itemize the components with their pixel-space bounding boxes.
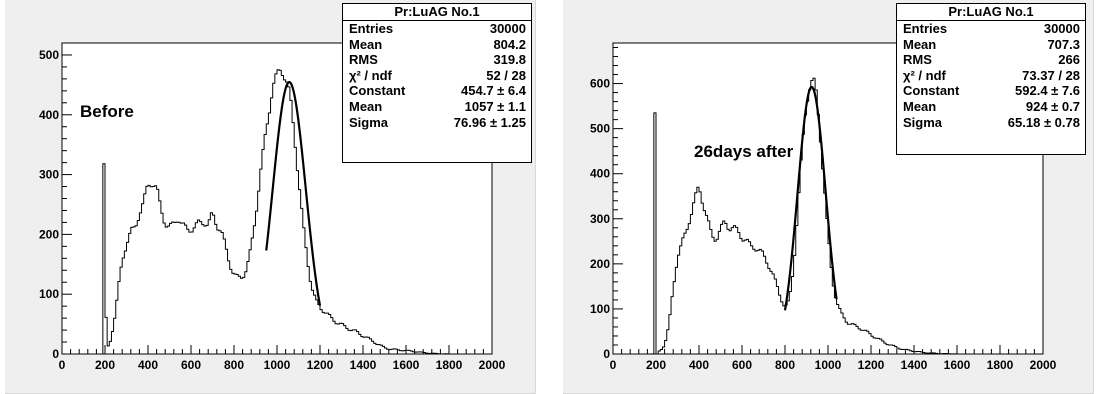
x-tick-label: 1200 (858, 358, 885, 372)
x-tick-label: 800 (775, 358, 795, 372)
y-tick-label: 100 (590, 302, 610, 316)
stats-box-before: Pr:LuAG No.1 Entries 30000 Mean 804.2 RMS 3… (342, 3, 532, 163)
stats-row-chi2: χ² / ndf 52 / 28 (349, 67, 526, 83)
x-tick-label: 1800 (436, 358, 463, 372)
gaussian-fit-curve (265, 80, 322, 306)
y-tick-label: 300 (590, 212, 610, 226)
panel-label-before: Before (80, 102, 134, 121)
x-tick-label: 1400 (350, 358, 377, 372)
stats-title: Pr:LuAG No.1 (897, 4, 1085, 21)
x-tick-label: 1200 (307, 358, 334, 372)
x-tick-label: 2000 (1030, 358, 1057, 372)
y-tick-label: 300 (39, 168, 59, 182)
x-tick-label: 1600 (944, 358, 971, 372)
x-tick-label: 1400 (901, 358, 928, 372)
x-tick-label: 200 (646, 358, 666, 372)
x-tick-label: 600 (732, 358, 752, 372)
y-tick-label: 0 (603, 347, 610, 361)
x-tick-label: 400 (138, 358, 158, 372)
y-tick-label: 500 (590, 122, 610, 136)
gaussian-fit-curve (783, 85, 838, 311)
y-tick-label: 400 (39, 108, 59, 122)
histogram-series (100, 69, 471, 355)
y-tick-label: 600 (590, 77, 610, 91)
y-tick-label: 400 (590, 167, 610, 181)
stats-box-after: Pr:LuAG No.1 Entries 30000 Mean 707.3 RMS 2… (896, 3, 1086, 155)
stats-row-fit-mean: Mean 1057 ± 1.1 (349, 98, 526, 114)
y-tick-label: 200 (39, 227, 59, 241)
x-tick-label: 1600 (393, 358, 420, 372)
stats-title: Pr:LuAG No.1 (343, 4, 531, 21)
stats-row-rms: RMS 266 (903, 52, 1080, 68)
canvas-before: 0 200 400 600 800 1000 1200 1400 1600 1800 2000 0 10… (5, 0, 536, 394)
x-tick-label: 2000 (479, 358, 506, 372)
x-tick-label: 200 (95, 358, 115, 372)
stats-row-entries: Entries 30000 (349, 21, 526, 36)
stats-row-entries: Entries 30000 (903, 21, 1080, 36)
x-tick-label: 800 (224, 358, 244, 372)
x-tick-label: 400 (689, 358, 709, 372)
x-tick-label: 0 (59, 358, 66, 372)
stats-row-fit-mean: Mean 924 ± 0.7 (903, 98, 1080, 114)
histogram-after: 0 200 400 600 800 1000 1200 1400 1600 1800 2000 0 10… (590, 42, 1057, 372)
stats-row-rms: RMS 319.8 (349, 52, 526, 68)
stats-row-chi2: χ² / ndf 73.37 / 28 (903, 67, 1080, 83)
y-tick-label: 200 (590, 257, 610, 271)
x-tick-label: 1000 (815, 358, 842, 372)
x-tick-label: 600 (181, 358, 201, 372)
stats-row-sigma: Sigma 76.96 ± 1.25 (349, 114, 526, 130)
y-tick-label: 500 (39, 48, 59, 62)
stats-row-mean: Mean 804.2 (349, 36, 526, 52)
stats-row-constant: Constant 454.7 ± 6.4 (349, 83, 526, 99)
x-tick-label: 1800 (987, 358, 1014, 372)
panel-label-after: 26days after (694, 142, 794, 161)
y-tick-label: 0 (52, 347, 59, 361)
stats-row-sigma: Sigma 65.18 ± 0.78 (903, 114, 1080, 130)
x-tick-label: 0 (610, 358, 617, 372)
canvas-after: 0 200 400 600 800 1000 1200 1400 1600 1800 2000 0 10… (563, 0, 1094, 394)
x-tick-label: 1000 (264, 358, 291, 372)
y-tick-label: 100 (39, 287, 59, 301)
stats-row-mean: Mean 707.3 (903, 36, 1080, 52)
stats-row-constant: Constant 592.4 ± 7.6 (903, 83, 1080, 99)
